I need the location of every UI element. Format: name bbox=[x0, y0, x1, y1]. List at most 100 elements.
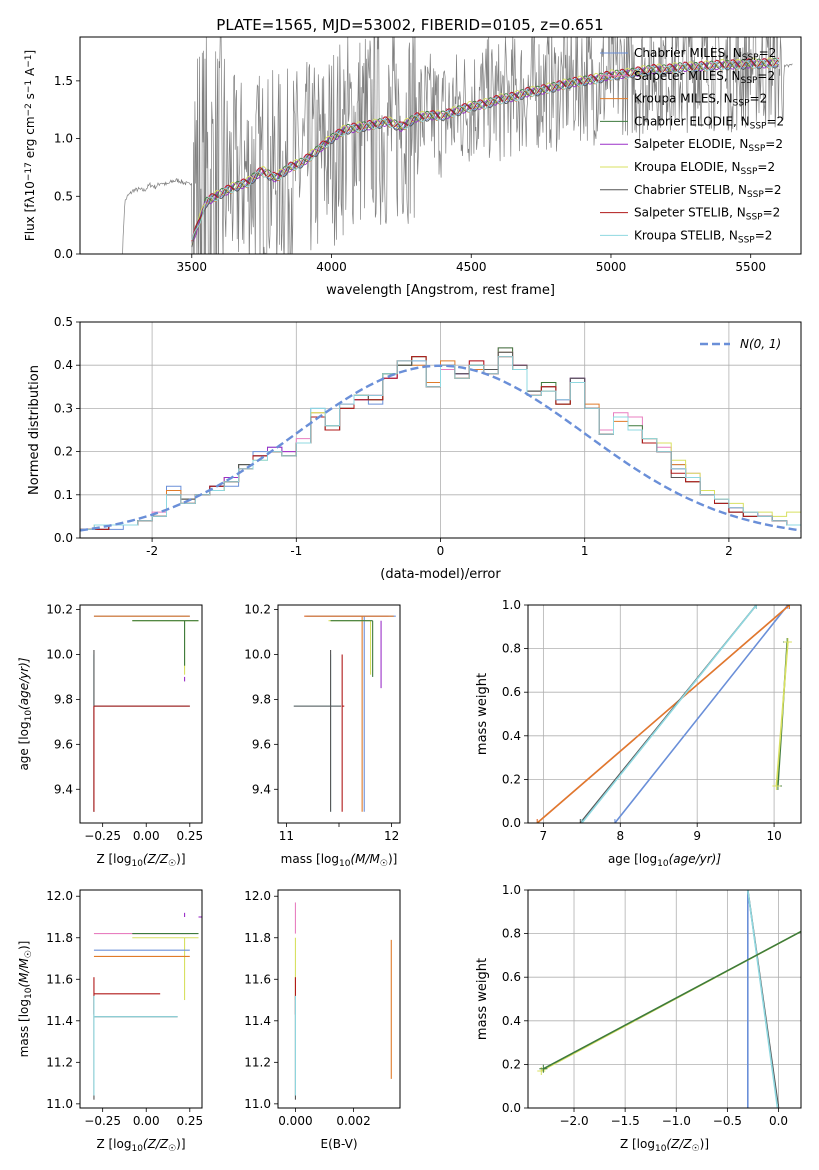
x-axis-label-part: ☉ bbox=[168, 859, 176, 869]
weight-line-chabrier-elodie bbox=[542, 930, 801, 1070]
errorbar-chabrier-stelib bbox=[293, 649, 342, 812]
y-tick-label: 0.1 bbox=[54, 488, 73, 502]
panel-mass-vs-Z: −0.25 0.00 0.25 11.0 11.2 11.4 11.6 11.8 12.0 Z [… bbox=[17, 889, 203, 1153]
weight-marker bbox=[773, 1104, 782, 1108]
y-axis-label-part: erg cm bbox=[23, 116, 37, 162]
y-axis-label: mass [log10(M/M☉)] bbox=[17, 941, 34, 1058]
legend-label-part: SSP bbox=[747, 189, 764, 199]
weight-marker bbox=[533, 819, 542, 823]
data-spectrum-line bbox=[122, 37, 793, 254]
x-axis-label-part: mass [log bbox=[281, 852, 339, 866]
x-axis-label-part: ☉ bbox=[692, 1144, 700, 1154]
x-axis-label: mass [log10(M/M☉)] bbox=[281, 852, 398, 869]
legend-label-part: Salpeter ELODIE, N bbox=[634, 137, 748, 151]
legend-label: Salpeter STELIB, NSSP=2 bbox=[634, 206, 780, 223]
y-tick-label: 0.4 bbox=[54, 358, 73, 372]
model-line-chabrier-stelib bbox=[191, 60, 779, 248]
y-axis-label-part: ] bbox=[23, 50, 37, 55]
y-tick-label: 9.4 bbox=[54, 782, 73, 796]
x-tick-label: 3500 bbox=[177, 260, 208, 274]
legend-label: Salpeter ELODIE, NSSP=2 bbox=[634, 137, 783, 154]
x-tick-label: 8 bbox=[616, 829, 624, 843]
y-axis-label-part: )] bbox=[17, 941, 31, 950]
x-axis-label-part: 10 bbox=[339, 859, 351, 869]
legend-label-part: =2 bbox=[759, 46, 777, 60]
y-tick-label: 1.0 bbox=[54, 132, 73, 146]
x-axis-label-part: (Z/Z bbox=[666, 1137, 692, 1151]
y-axis-label-part: 10 bbox=[24, 987, 34, 999]
x-tick-label: 12 bbox=[384, 829, 399, 843]
x-tick-label: 10 bbox=[766, 829, 781, 843]
legend-label-normal: N(0, 1) bbox=[740, 337, 781, 351]
errorbar-salpeter-stelib bbox=[341, 654, 345, 812]
legend-label-part: Kroupa MILES, N bbox=[634, 92, 733, 106]
errorbar-kroupa-miles bbox=[304, 615, 394, 812]
y-axis-label-part: age [log bbox=[17, 721, 31, 770]
y-tick-label: 10.0 bbox=[46, 647, 73, 661]
y-tick-label: 9.6 bbox=[252, 737, 271, 751]
axes-frame bbox=[527, 889, 802, 1109]
legend-label-part: Chabrier MILES, N bbox=[634, 46, 742, 60]
x-tick-label: −1.5 bbox=[611, 1114, 640, 1128]
weight-marker bbox=[805, 923, 813, 931]
x-axis-label-part: )] bbox=[176, 1137, 185, 1151]
legend-label-part: SSP bbox=[742, 53, 759, 63]
x-axis-label: wavelength [Angstrom, rest frame] bbox=[326, 283, 555, 298]
legend-label-part: =2 bbox=[750, 92, 768, 106]
panel-mass-vs-ebv: 0.000 0.002 11.0 11.2 11.4 11.6 11.8 12.0 E(B-V) bbox=[244, 889, 401, 1151]
x-axis-label-part: 10 bbox=[131, 1144, 143, 1154]
errorbar-salpeter-stelib bbox=[93, 705, 190, 812]
weight-line-kroupa-elodie bbox=[775, 642, 789, 786]
y-axis-label-part: −1 bbox=[24, 55, 34, 68]
y-axis-label-part: 10 bbox=[23, 181, 37, 196]
x-axis-label-part: Z [log bbox=[620, 1137, 655, 1151]
errorbar-kroupa-elodie bbox=[132, 937, 199, 1001]
y-axis-label-part: −2 bbox=[24, 103, 34, 116]
axes-frame bbox=[79, 889, 203, 1109]
legend-label-part: =2 bbox=[755, 228, 773, 242]
y-axis-label: Flux [fλ10−17 erg cm−2 s−1 A−1] bbox=[23, 50, 37, 241]
y-axis-label-part: (M/M bbox=[17, 957, 31, 987]
y-tick-label: 11.4 bbox=[46, 1014, 73, 1028]
legend-label-part: =2 bbox=[766, 114, 784, 128]
x-tick-label: −0.25 bbox=[84, 1114, 121, 1128]
x-tick-label: 0.000 bbox=[278, 1114, 312, 1128]
x-tick-label: 0.0 bbox=[769, 1114, 788, 1128]
figure-title: PLATE=1565, MJD=53002, FIBERID=0105, z=0… bbox=[216, 16, 603, 34]
errorbar-chabrier-elodie bbox=[132, 620, 199, 666]
y-tick-label: 9.8 bbox=[54, 692, 73, 706]
y-axis-label-part: 10 bbox=[24, 710, 34, 722]
x-axis-label-part: (age/yr)] bbox=[669, 852, 722, 866]
y-tick-label: 12.0 bbox=[46, 889, 73, 903]
y-tick-label: 11.0 bbox=[46, 1097, 73, 1111]
x-axis-label: Z [log10(Z/Z☉)] bbox=[620, 1137, 709, 1154]
legend-label-part: Chabrier STELIB, N bbox=[634, 183, 747, 197]
weight-marker bbox=[772, 781, 781, 790]
y-tick-label: 0.4 bbox=[502, 1014, 521, 1028]
y-tick-label: 9.6 bbox=[54, 737, 73, 751]
panel-age-vs-mass: 11 12 9.4 9.6 9.8 10.0 10.2 mass [log10(M/M☉)] bbox=[244, 602, 401, 869]
errorbar-kroupa-elodie bbox=[132, 620, 199, 675]
legend-label-part: Salpeter MILES, N bbox=[634, 69, 741, 83]
y-tick-label: 11.4 bbox=[244, 1014, 271, 1028]
y-axis-label-part: A bbox=[23, 67, 37, 80]
model-line-salpeter-stelib bbox=[191, 58, 779, 242]
x-tick-label: 0.00 bbox=[133, 829, 160, 843]
y-tick-label: 0.2 bbox=[502, 772, 521, 786]
x-axis-label: Z [log10(Z/Z☉)] bbox=[96, 852, 185, 869]
x-axis-label-part: 10 bbox=[655, 1144, 667, 1154]
legend-label-part: SSP bbox=[741, 75, 758, 85]
weight-marker bbox=[610, 819, 619, 823]
y-tick-label: 0.0 bbox=[54, 247, 73, 261]
weight-marker bbox=[743, 890, 752, 894]
weight-line-kroupa-miles bbox=[536, 605, 791, 823]
x-axis-label-part: (Z/Z bbox=[143, 852, 169, 866]
weight-line-kroupa-stelib bbox=[747, 890, 779, 1108]
legend-label: Chabrier STELIB, NSSP=2 bbox=[634, 183, 782, 200]
x-axis-label-part: )] bbox=[388, 852, 397, 866]
legend-label-part: Kroupa ELODIE, N bbox=[634, 160, 741, 174]
legend-label-part: Kroupa STELIB, N bbox=[634, 228, 738, 242]
errorbar-salpeter-elodie bbox=[184, 912, 202, 918]
